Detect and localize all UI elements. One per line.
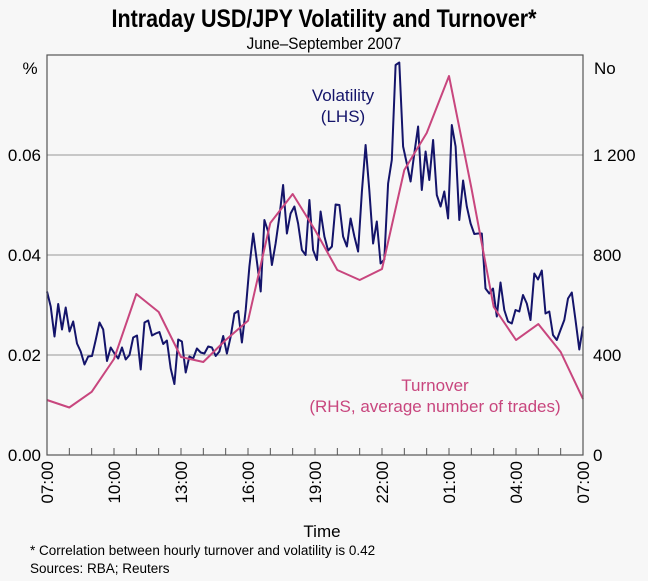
turnover-axis-label: (RHS, average number of trades) <box>309 397 560 416</box>
turnover-label: Turnover <box>401 376 469 395</box>
x-tick-label: 07:00 <box>574 461 593 504</box>
left-tick-label: 0.00 <box>8 446 41 465</box>
turnover-line <box>46 75 584 409</box>
right-tick-label: 1 200 <box>593 146 636 165</box>
series-lines <box>46 61 584 409</box>
x-ticks: 07:00 10:00 13:00 16:00 19:00 22:00 01:00 04:00… <box>38 448 593 504</box>
plot-frame <box>46 54 584 456</box>
x-tick-label: 07:00 <box>38 461 57 504</box>
x-tick-label: 16:00 <box>239 461 258 504</box>
x-tick-label: 04:00 <box>507 461 526 504</box>
x-tick-label: 19:00 <box>306 461 325 504</box>
chart-title: Intraday USD/JPY Volatility and Turnover… <box>112 4 538 32</box>
x-tick-label: 22:00 <box>373 461 392 504</box>
volatility-line <box>46 61 584 385</box>
sources: Sources: RBA; Reuters <box>30 561 170 576</box>
left-tick-label: 0.04 <box>8 246 41 265</box>
volatility-axis-label: (LHS) <box>321 107 365 126</box>
x-tick-label: 13:00 <box>172 461 191 504</box>
right-tick-label: 400 <box>593 346 621 365</box>
x-axis-title: Time <box>303 522 340 541</box>
chart-subtitle: June–September 2007 <box>247 34 402 53</box>
left-axis-unit: % <box>22 59 37 78</box>
left-tick-label: 0.02 <box>8 346 41 365</box>
x-tick-label: 01:00 <box>440 461 459 504</box>
volatility-label: Volatility <box>312 86 375 105</box>
right-tick-label: 800 <box>593 246 621 265</box>
x-tick-label: 10:00 <box>105 461 124 504</box>
y-tick-labels: 0.00 0.02 0.04 0.06 0 400 800 1 200 <box>8 146 636 465</box>
right-axis-unit: No <box>594 59 616 78</box>
footnote: * Correlation between hourly turnover an… <box>30 543 375 558</box>
left-tick-label: 0.06 <box>8 146 41 165</box>
right-tick-label: 0 <box>593 446 602 465</box>
